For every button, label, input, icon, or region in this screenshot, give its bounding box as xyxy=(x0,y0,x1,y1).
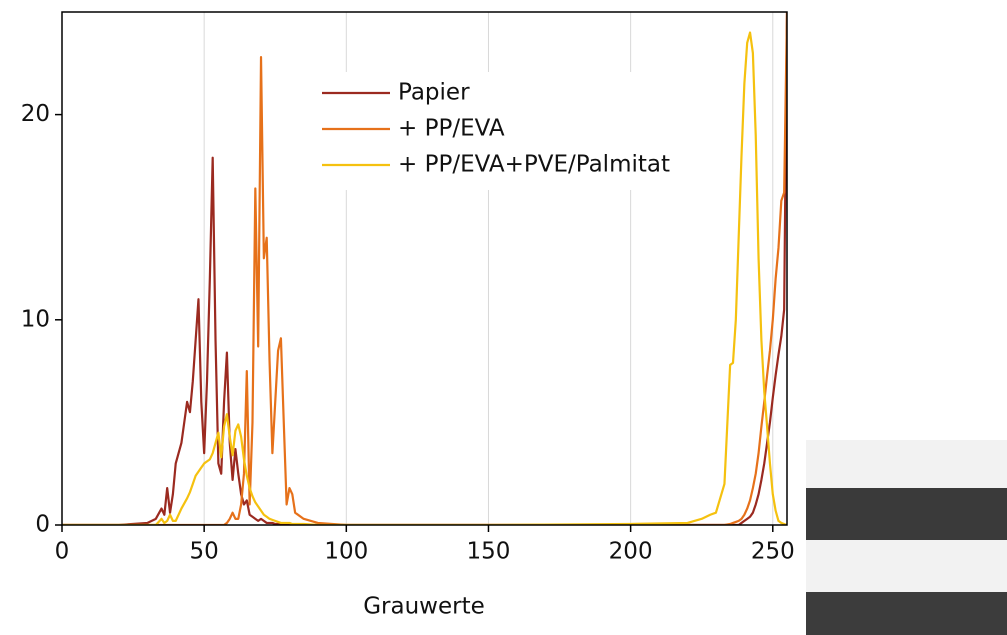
x-tick-label: 250 xyxy=(751,539,795,565)
x-tick-label: 200 xyxy=(609,539,653,565)
y-tick-label: 0 xyxy=(35,512,50,538)
x-tick-label: 100 xyxy=(324,539,368,565)
plot-lines xyxy=(62,12,787,525)
x-tick-label: 50 xyxy=(190,539,219,565)
y-tick-label: 10 xyxy=(21,306,50,332)
series-line xyxy=(62,12,787,525)
plot-frame xyxy=(61,11,788,526)
legend-label: + PP/EVA+PVE/Palmitat xyxy=(398,152,670,178)
x-tick-label: 150 xyxy=(467,539,511,565)
x-axis-label: Grauwerte xyxy=(363,594,485,620)
y-tick-label: 20 xyxy=(21,101,50,127)
legend-box xyxy=(315,72,690,190)
photo xyxy=(806,440,1007,635)
series-line xyxy=(62,12,787,525)
legend-label: + PP/EVA xyxy=(398,116,505,142)
legend-label: Papier xyxy=(398,80,470,106)
x-tick-label: 0 xyxy=(55,539,70,565)
series-line xyxy=(62,31,787,525)
